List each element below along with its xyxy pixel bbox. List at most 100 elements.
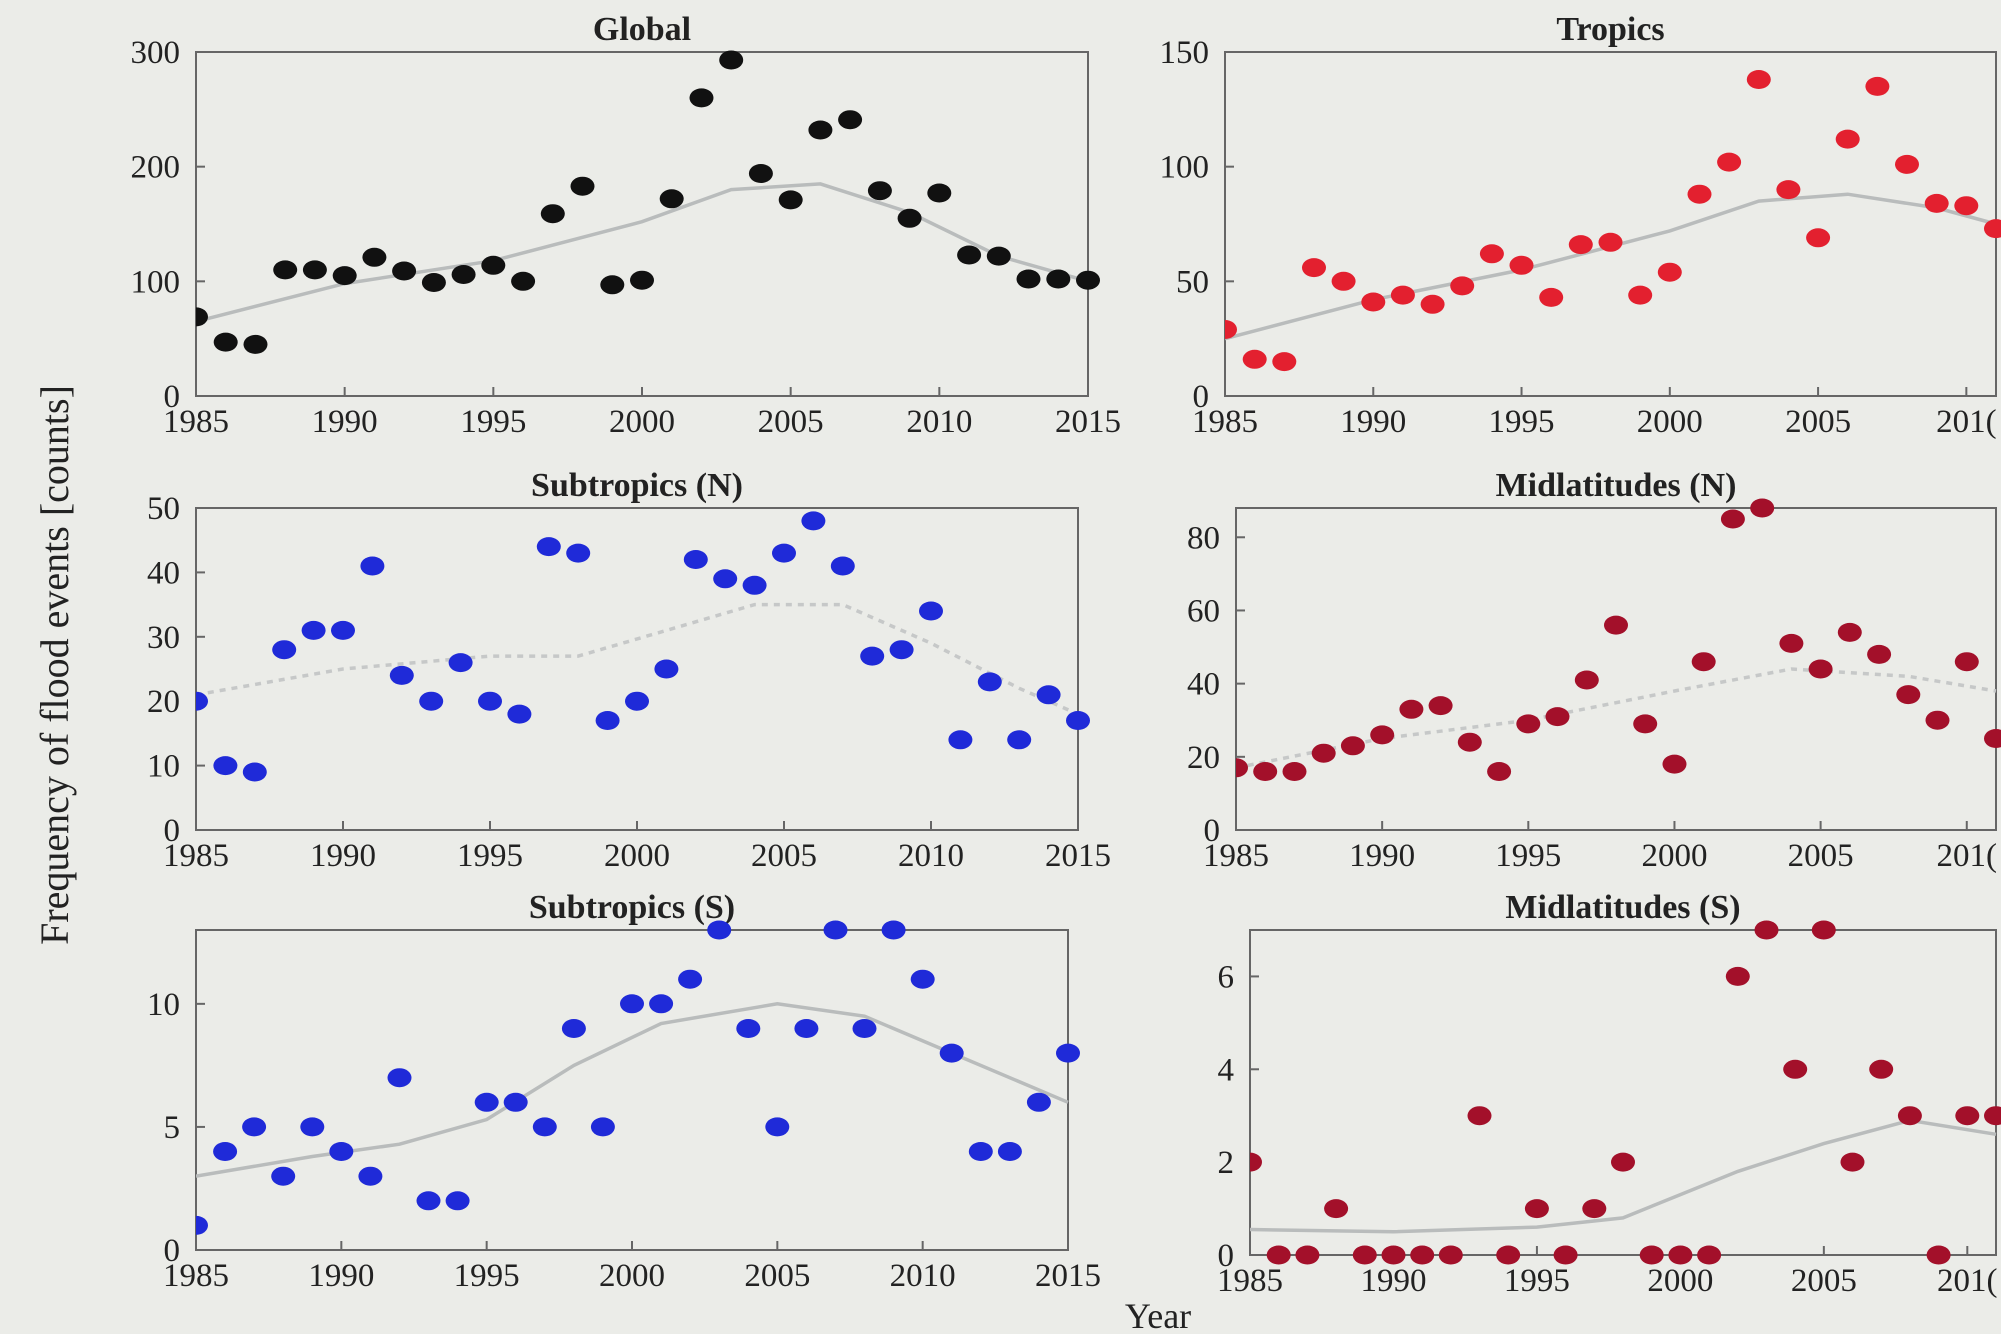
- data-point: [823, 920, 848, 940]
- data-point: [273, 260, 298, 280]
- data-point: [358, 1166, 383, 1186]
- data-point: [1420, 294, 1445, 314]
- data-point: [1331, 271, 1356, 291]
- data-point: [213, 1142, 238, 1161]
- x-tick-label: 1990: [1349, 838, 1415, 874]
- data-point: [1867, 644, 1892, 664]
- data-point: [683, 550, 708, 569]
- data-point: [416, 1191, 441, 1211]
- data-point: [392, 261, 417, 281]
- data-point: [1865, 76, 1890, 96]
- y-tick-label: 0: [164, 379, 181, 415]
- data-point: [1399, 699, 1424, 719]
- data-point: [1869, 1059, 1894, 1079]
- data-point: [860, 646, 885, 666]
- data-point: [852, 1019, 877, 1038]
- data-point: [1984, 219, 2001, 239]
- data-point: [1076, 270, 1100, 290]
- x-tick-label: 2015: [1035, 1258, 1101, 1294]
- data-point: [300, 1117, 325, 1137]
- data-point: [362, 247, 387, 267]
- data-point: [801, 511, 826, 531]
- data-point: [1524, 1199, 1549, 1219]
- data-point: [838, 110, 863, 130]
- data-point: [630, 270, 654, 290]
- y-tick-label: 20: [1187, 740, 1220, 776]
- data-point: [808, 120, 833, 140]
- data-point: [272, 640, 297, 660]
- plot-frame: [1235, 507, 1997, 831]
- data-point: [1725, 966, 1750, 986]
- x-tick-label: 1985: [1203, 838, 1269, 874]
- x-tick-label: 2010: [906, 404, 972, 440]
- y-tick-label: 40: [1187, 667, 1220, 703]
- x-tick-label: 2005: [744, 1258, 810, 1294]
- data-point: [196, 1215, 208, 1235]
- data-point: [301, 620, 326, 640]
- y-tick-label: 0: [1218, 1238, 1235, 1274]
- y-tick-label: 200: [131, 150, 181, 186]
- plot-frame: [195, 51, 1089, 397]
- y-tick-label: 100: [131, 264, 181, 300]
- data-point: [1056, 1043, 1080, 1063]
- y-tick-label: 0: [164, 1233, 181, 1269]
- x-tick-label: 1985: [1217, 1263, 1283, 1299]
- data-point: [1840, 1152, 1865, 1172]
- panel-title: Midlatitudes (S): [1505, 889, 1740, 926]
- y-axis-label: Frequency of flood events [counts]: [32, 385, 77, 945]
- data-point: [1687, 184, 1712, 204]
- data-point: [1924, 193, 1949, 213]
- data-point: [1746, 70, 1771, 89]
- data-point: [1984, 1106, 2001, 1126]
- plot-frame: [195, 929, 1069, 1251]
- panel-5: Subtropics (S) 1985 1990 1995 2000 2005 2010 20…: [147, 889, 1101, 1294]
- data-point: [1467, 1106, 1492, 1126]
- x-tick-label: 2005: [1791, 1263, 1857, 1299]
- data-point: [897, 208, 922, 228]
- data-point: [196, 691, 208, 711]
- x-tick-label: 1995: [1489, 404, 1555, 440]
- y-tick-label: 300: [131, 35, 181, 71]
- data-point: [1611, 1152, 1635, 1172]
- data-point: [1509, 255, 1534, 275]
- data-point: [1539, 287, 1564, 307]
- data-point: [481, 255, 506, 275]
- x-tick-label: 1990: [312, 404, 378, 440]
- x-tick-label: 2005: [1788, 838, 1854, 874]
- panel-title: Midlatitudes (N): [1496, 467, 1737, 504]
- trend-line: [1250, 1118, 1997, 1234]
- data-point: [678, 969, 703, 989]
- data-point: [1352, 1245, 1377, 1265]
- data-point: [570, 176, 595, 196]
- data-point: [1776, 180, 1801, 200]
- data-point: [1361, 292, 1386, 312]
- data-point: [1253, 762, 1278, 781]
- data-point: [794, 1019, 819, 1038]
- data-point: [600, 275, 625, 295]
- x-tick-label: 1990: [1340, 404, 1406, 440]
- plot-frame: [1249, 929, 1997, 1256]
- data-point: [1954, 652, 1979, 672]
- y-tick-label: 100: [1160, 150, 1210, 186]
- data-point: [590, 1117, 615, 1137]
- x-tick-label: 2005: [758, 404, 824, 440]
- data-point: [1954, 196, 1979, 216]
- data-point: [503, 1092, 528, 1112]
- data-point: [1496, 1245, 1521, 1265]
- data-point: [595, 711, 620, 730]
- data-point: [1633, 714, 1658, 734]
- data-point: [748, 164, 773, 183]
- data-point: [1295, 1245, 1320, 1265]
- data-point: [1697, 1245, 1722, 1265]
- y-tick-label: 0: [1193, 379, 1210, 415]
- data-point: [536, 537, 561, 557]
- y-tick-label: 5: [164, 1110, 181, 1146]
- data-point: [1311, 743, 1336, 763]
- data-point: [1066, 711, 1090, 730]
- data-point: [1657, 262, 1682, 282]
- data-point: [1479, 244, 1504, 264]
- data-point: [1717, 152, 1742, 172]
- x-tick-label: 2010: [890, 1258, 956, 1294]
- data-point: [1046, 269, 1071, 289]
- data-point: [948, 730, 973, 750]
